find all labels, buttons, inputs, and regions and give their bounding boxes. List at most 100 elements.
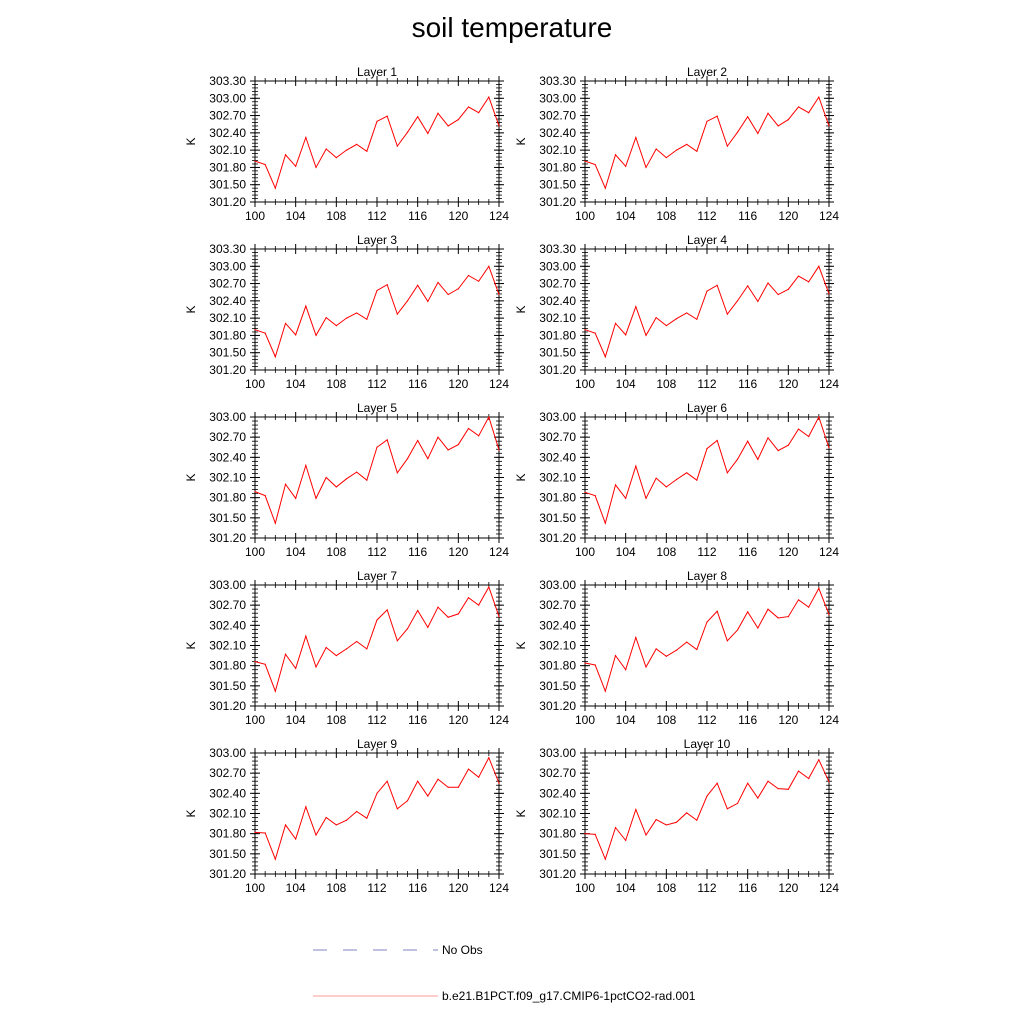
y-tick-label: 301.50 [539, 178, 576, 192]
data-point [335, 486, 337, 488]
series-line [584, 587, 830, 693]
data-point [736, 300, 739, 302]
x-tick-label: 104 [616, 713, 636, 727]
y-tick-label: 302.10 [209, 471, 246, 485]
data-point [478, 604, 480, 606]
x-tick-label: 116 [408, 377, 427, 391]
panel-9: Layer 9 K 303.00 302.70 302.40 302.10 301.80 30… [184, 737, 509, 895]
panel-title: Layer 3 [357, 233, 397, 247]
data-point [254, 160, 256, 162]
x-tick-label: 104 [616, 209, 636, 223]
data-point [797, 770, 800, 772]
x-tick-label: 120 [448, 545, 468, 559]
y-tick-label: 301.80 [209, 328, 246, 342]
y-axis-label: K [514, 137, 528, 145]
plot-frame [584, 416, 830, 539]
data-point [614, 154, 617, 156]
data-point [625, 497, 627, 499]
panel-title: Layer 5 [357, 401, 397, 415]
y-tick-label: 302.70 [539, 277, 576, 291]
legend-label-model-run: b.e21.B1PCT.f09_g17.CMIP6-1pctCO2-rad.00… [442, 989, 696, 1003]
data-point [315, 497, 317, 499]
data-point [366, 150, 368, 152]
y-tick-label: 301.50 [539, 511, 576, 525]
x-tick-label: 100 [245, 545, 265, 559]
data-point [645, 834, 647, 836]
data-point [274, 858, 276, 860]
data-point [498, 449, 500, 451]
data-point [706, 621, 708, 623]
x-tick-label: 108 [326, 881, 346, 895]
y-tick-label: 302.40 [209, 450, 246, 464]
data-point [295, 497, 297, 499]
data-point [488, 96, 490, 98]
data-point [295, 838, 297, 840]
data-point [315, 666, 317, 668]
y-tick-label: 301.20 [539, 867, 576, 881]
data-point [366, 817, 368, 819]
x-tick-label: 116 [738, 545, 757, 559]
data-point [604, 858, 606, 860]
data-point [716, 115, 718, 117]
x-tick-label: 124 [489, 377, 509, 391]
series-line [254, 415, 500, 525]
x-tick-label: 112 [367, 881, 386, 895]
data-point [457, 288, 459, 290]
data-point [437, 436, 439, 438]
y-tick-label: 302.70 [209, 430, 246, 444]
y-tick-label: 302.70 [209, 766, 246, 780]
data-point [706, 447, 708, 450]
y-tick-label: 303.00 [539, 410, 576, 424]
y-tick-label: 302.70 [209, 598, 246, 612]
data-point [417, 609, 419, 612]
data-point [655, 477, 657, 479]
y-tick-label: 302.70 [539, 766, 576, 780]
data-point [625, 839, 627, 841]
data-point [614, 484, 617, 486]
data-point [437, 112, 439, 114]
data-point [818, 759, 820, 761]
data-point [284, 154, 287, 156]
data-point [736, 629, 739, 631]
x-tick-label: 124 [489, 209, 509, 223]
data-point [264, 163, 266, 166]
plot-frame [584, 80, 830, 203]
y-tick-label: 301.20 [209, 363, 246, 377]
y-tick-label: 302.10 [539, 311, 576, 325]
y-tick-label: 301.80 [209, 827, 246, 841]
data-point [366, 479, 368, 481]
data-point [747, 611, 749, 613]
data-point [706, 120, 708, 122]
data-point [716, 610, 718, 612]
data-point [675, 821, 678, 823]
x-tick-label: 112 [367, 713, 386, 727]
x-tick-label: 100 [575, 545, 595, 559]
panel-6: Layer 6 K 303.00 302.70 302.40 302.10 301.80 30… [514, 401, 839, 559]
y-tick-label: 301.50 [209, 511, 246, 525]
data-point [325, 316, 327, 319]
data-point [457, 443, 459, 446]
y-tick-label: 301.50 [539, 847, 576, 861]
data-point [604, 187, 606, 189]
panel-title: Layer 7 [357, 569, 397, 583]
data-point [305, 464, 307, 466]
data-point [315, 834, 317, 836]
data-point [305, 305, 307, 307]
data-point [467, 768, 470, 770]
x-tick-label: 120 [448, 881, 468, 895]
y-tick-label: 302.10 [209, 807, 246, 821]
data-point [376, 792, 378, 794]
y-tick-label: 303.00 [539, 259, 576, 273]
x-tick-label: 108 [656, 713, 676, 727]
data-point [828, 293, 830, 295]
x-tick-label: 120 [448, 209, 468, 223]
data-point [335, 824, 337, 826]
x-tick-label: 104 [616, 377, 636, 391]
data-point [736, 802, 739, 805]
panel-title: Layer 9 [357, 737, 397, 751]
data-point [366, 648, 368, 650]
data-point [797, 275, 800, 277]
data-point [584, 491, 586, 493]
x-tick-label: 108 [656, 209, 676, 223]
